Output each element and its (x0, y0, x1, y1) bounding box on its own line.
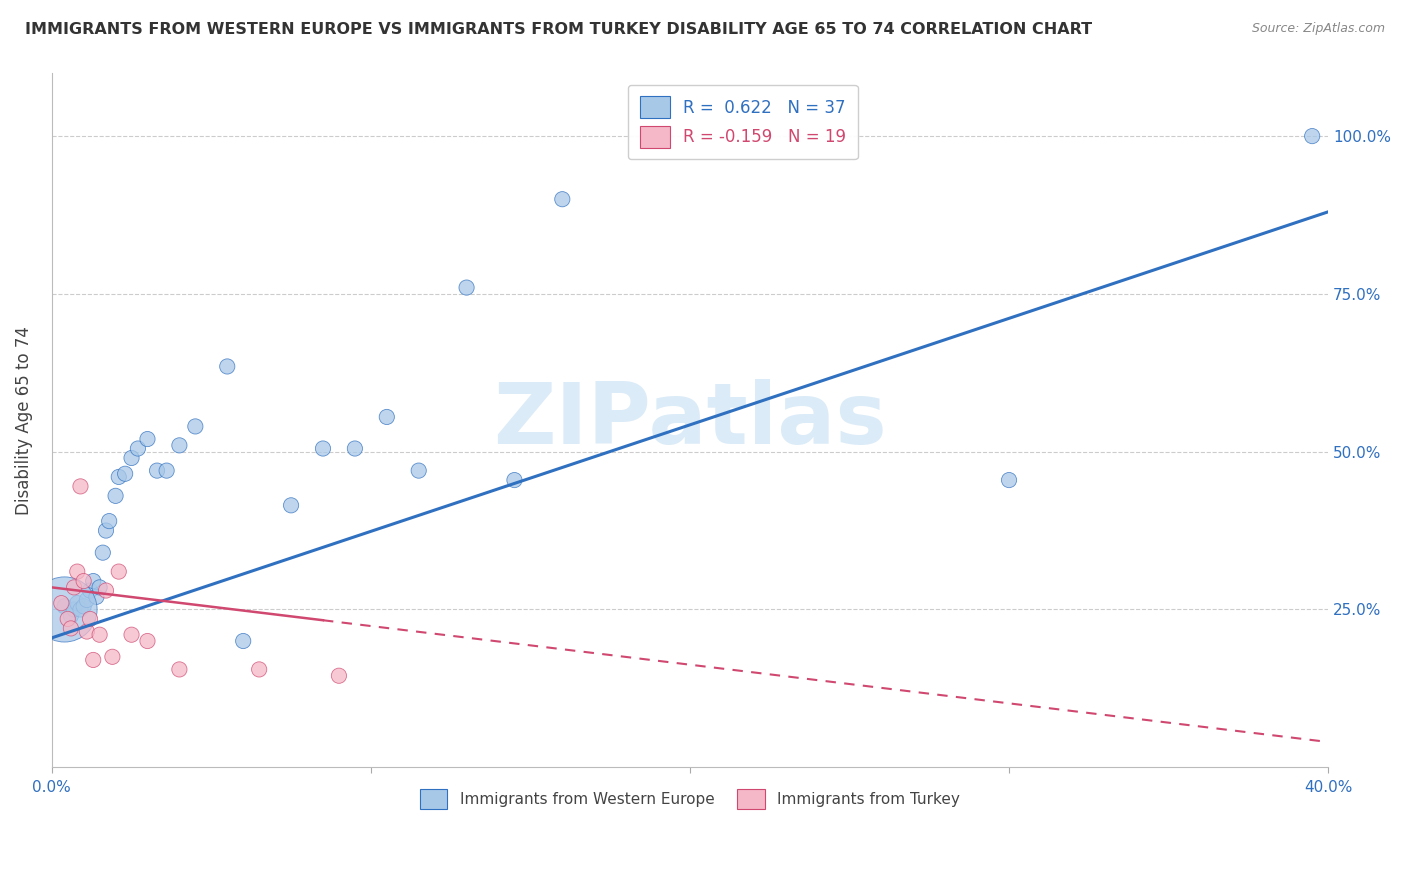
Point (82, 653, 104, 667)
Point (503, 473, 526, 487)
Point (312, 442, 335, 456)
Point (121, 450, 143, 465)
Point (73, 574, 96, 588)
Point (169, 438, 191, 452)
Point (247, 662, 270, 676)
Point (76, 593, 98, 607)
Y-axis label: Disability Age 65 to 74: Disability Age 65 to 74 (15, 326, 32, 515)
Legend: Immigrants from Western Europe, Immigrants from Turkey: Immigrants from Western Europe, Immigran… (413, 783, 966, 815)
Point (89, 628, 111, 642)
Point (91, 546, 114, 560)
Point (408, 464, 430, 478)
Point (101, 649, 124, 664)
Point (66, 596, 89, 610)
Point (551, 192, 574, 206)
Point (56, 612, 79, 626)
Point (107, 565, 129, 579)
Point (375, 409, 398, 424)
Point (232, 634, 254, 648)
Point (94, 524, 117, 538)
Point (280, 499, 302, 513)
Point (998, 473, 1021, 487)
Point (98, 514, 121, 528)
Point (146, 464, 169, 478)
Point (107, 470, 129, 484)
Point (79, 612, 101, 626)
Point (1301, 129, 1323, 144)
Point (104, 489, 127, 503)
Point (114, 467, 136, 481)
Point (328, 669, 350, 683)
Point (53, 602, 76, 616)
Point (89, 580, 111, 594)
Point (217, 359, 239, 374)
Point (136, 432, 159, 446)
Text: Source: ZipAtlas.com: Source: ZipAtlas.com (1251, 22, 1385, 36)
Point (456, 280, 478, 294)
Point (169, 662, 191, 676)
Point (127, 442, 149, 456)
Point (59, 608, 82, 623)
Point (94, 583, 117, 598)
Point (66, 565, 89, 579)
Point (73, 599, 96, 614)
Point (184, 419, 207, 434)
Text: IMMIGRANTS FROM WESTERN EUROPE VS IMMIGRANTS FROM TURKEY DISABILITY AGE 65 TO 74: IMMIGRANTS FROM WESTERN EUROPE VS IMMIGR… (25, 22, 1092, 37)
Point (76, 624, 98, 639)
Point (51, 596, 73, 610)
Point (86, 590, 108, 604)
Point (82, 574, 104, 588)
Point (156, 464, 179, 478)
Point (59, 621, 82, 635)
Point (343, 442, 366, 456)
Point (79, 583, 101, 598)
Point (53, 599, 76, 614)
Text: ZIPatlas: ZIPatlas (494, 378, 887, 462)
Point (63, 580, 86, 594)
Point (136, 634, 159, 648)
Point (63, 602, 86, 616)
Point (121, 628, 143, 642)
Point (69, 479, 91, 493)
Point (69, 602, 91, 616)
